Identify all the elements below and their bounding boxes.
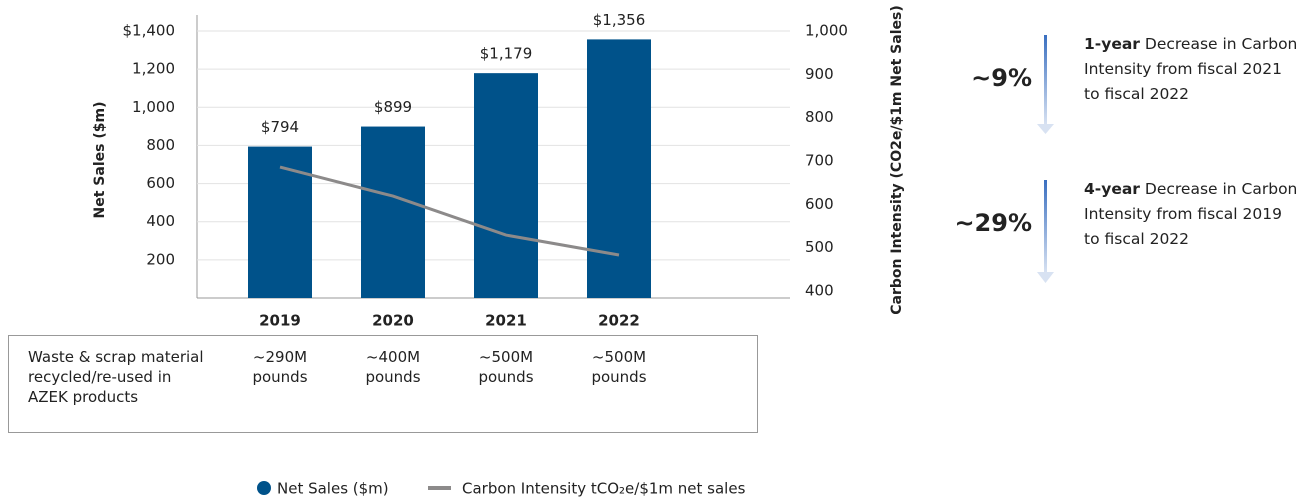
x-tick-label: 2019 — [259, 312, 301, 330]
y2-tick-label: 700 — [805, 152, 834, 170]
y2-tick-label: 400 — [805, 282, 834, 300]
data-label: $794 — [261, 118, 299, 136]
row-label: Waste & scrap material recycled/re-used … — [28, 348, 204, 406]
legend-label: Carbon Intensity tCO₂e/$1m net sales — [462, 480, 746, 498]
y2-tick-label: 500 — [805, 238, 834, 256]
x-tick-label: 2021 — [485, 312, 527, 330]
data-label: $1,356 — [593, 11, 646, 29]
x-tick-label: 2020 — [372, 312, 414, 330]
note: 4-year Decrease in Carbon Intensity from… — [1084, 177, 1299, 252]
arrow-head — [1037, 272, 1054, 283]
line — [279, 165, 620, 257]
bar — [248, 146, 312, 298]
bar — [587, 39, 651, 299]
data-label: $899 — [374, 98, 412, 116]
table — [8, 335, 758, 433]
arrow — [1044, 180, 1047, 273]
legend-label: Net Sales ($m) — [277, 480, 389, 498]
arrow-head — [1037, 124, 1054, 134]
x-tick-label: 2022 — [598, 312, 640, 330]
y2-tick-label: 800 — [805, 108, 834, 126]
bar — [474, 73, 538, 298]
y-tick-label: 600 — [146, 174, 175, 192]
table-cell: ~500M pounds — [591, 348, 647, 386]
table-cell: ~500M pounds — [478, 348, 534, 386]
legend-marker — [257, 481, 271, 495]
arrow — [1044, 35, 1047, 125]
y-tick-label: 200 — [146, 250, 175, 268]
y-tick-label: 1,000 — [132, 98, 175, 116]
percent: ~29% — [954, 209, 1032, 237]
table-cell: ~290M pounds — [252, 348, 308, 386]
table-cell: ~400M pounds — [365, 348, 421, 386]
y2-tick-label: 1,000 — [805, 22, 848, 40]
note-text: Decrease in Carbon Intensity from fiscal… — [1084, 180, 1298, 248]
note: 1-year Decrease in Carbon Intensity from… — [1084, 32, 1299, 107]
y-tick-label: 400 — [146, 212, 175, 230]
y2-tick-label: 600 — [805, 195, 834, 213]
y-tick-label: 800 — [146, 136, 175, 154]
bar — [361, 126, 425, 299]
y-axis-title: Net Sales ($m) — [92, 102, 108, 219]
note-lead: 1-year — [1084, 35, 1140, 53]
note-lead: 4-year — [1084, 180, 1140, 198]
y-tick-label: $1,400 — [123, 22, 176, 40]
y2-tick-label: 900 — [805, 65, 834, 83]
note-text: Decrease in Carbon Intensity from fiscal… — [1084, 35, 1298, 103]
y-tick-label: 1,200 — [132, 60, 175, 78]
data-label: $1,179 — [480, 45, 533, 63]
y2-axis-title: Carbon Intensity (CO2e/$1m Net Sales) — [889, 5, 905, 314]
percent: ~9% — [971, 64, 1032, 92]
